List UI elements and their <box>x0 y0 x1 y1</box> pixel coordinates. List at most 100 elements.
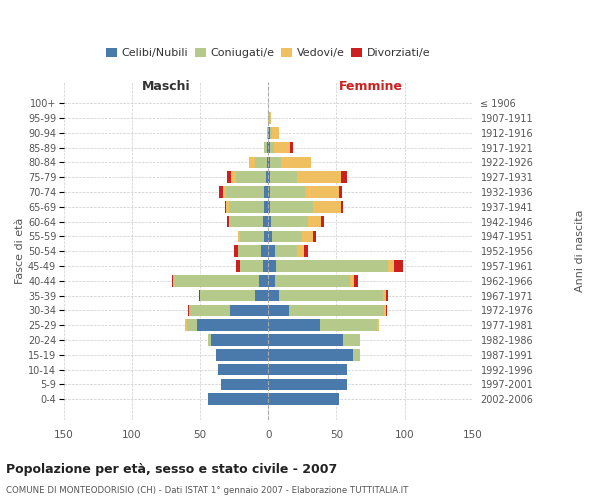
Bar <box>297 246 304 257</box>
Bar <box>281 156 311 168</box>
Bar <box>239 260 263 272</box>
Bar <box>313 201 341 212</box>
Bar <box>227 172 232 183</box>
Bar <box>267 156 268 168</box>
Bar <box>263 216 268 228</box>
Bar <box>268 230 272 242</box>
Bar <box>384 304 386 316</box>
Bar <box>304 246 308 257</box>
Bar <box>223 186 226 198</box>
Bar <box>394 260 403 272</box>
Bar <box>272 230 302 242</box>
Bar <box>268 260 277 272</box>
Bar <box>308 216 322 228</box>
Bar <box>269 112 271 124</box>
Bar <box>269 186 305 198</box>
Bar <box>267 142 268 154</box>
Legend: Celibi/Nubili, Coniugati/e, Vedovi/e, Divorziati/e: Celibi/Nubili, Coniugati/e, Vedovi/e, Di… <box>101 44 435 63</box>
Bar <box>236 172 266 183</box>
Bar <box>269 127 272 138</box>
Bar <box>269 172 297 183</box>
Text: COMUNE DI MONTEODORISIO (CH) - Dati ISTAT 1° gennaio 2007 - Elaborazione TUTTITA: COMUNE DI MONTEODORISIO (CH) - Dati ISTA… <box>6 486 409 495</box>
Bar <box>268 246 275 257</box>
Bar <box>302 230 313 242</box>
Bar <box>268 112 269 124</box>
Bar <box>200 290 254 302</box>
Bar <box>199 290 200 302</box>
Bar <box>268 364 347 376</box>
Bar <box>254 156 267 168</box>
Text: Popolazione per età, sesso e stato civile - 2007: Popolazione per età, sesso e stato civil… <box>6 462 337 475</box>
Bar <box>197 320 268 331</box>
Bar <box>187 320 197 331</box>
Bar <box>354 275 358 286</box>
Bar <box>259 275 268 286</box>
Bar <box>238 246 262 257</box>
Bar <box>226 186 264 198</box>
Bar <box>229 201 264 212</box>
Bar <box>263 260 268 272</box>
Bar <box>211 334 268 345</box>
Bar <box>268 290 279 302</box>
Bar <box>277 260 388 272</box>
Bar <box>290 142 293 154</box>
Bar <box>262 246 268 257</box>
Bar <box>269 142 274 154</box>
Bar <box>386 304 387 316</box>
Bar <box>275 246 297 257</box>
Bar <box>268 320 320 331</box>
Bar <box>208 394 268 405</box>
Bar <box>236 260 239 272</box>
Bar <box>268 201 269 212</box>
Bar <box>269 156 281 168</box>
Text: Maschi: Maschi <box>142 80 190 93</box>
Bar <box>234 246 238 257</box>
Bar <box>275 275 350 286</box>
Bar <box>269 201 313 212</box>
Bar <box>268 186 269 198</box>
Bar <box>221 378 268 390</box>
Text: Femmine: Femmine <box>338 80 403 93</box>
Bar <box>188 304 189 316</box>
Bar <box>217 349 268 360</box>
Bar <box>279 290 383 302</box>
Bar <box>320 320 377 331</box>
Bar <box>185 320 187 331</box>
Y-axis label: Fasce di età: Fasce di età <box>15 218 25 284</box>
Bar <box>313 230 316 242</box>
Bar <box>173 275 259 286</box>
Bar <box>322 216 324 228</box>
Bar <box>264 230 268 242</box>
Bar <box>268 216 271 228</box>
Bar <box>189 304 230 316</box>
Bar <box>305 186 339 198</box>
Bar <box>268 349 353 360</box>
Bar <box>343 334 359 345</box>
Bar <box>353 349 359 360</box>
Bar <box>268 172 269 183</box>
Bar <box>289 304 384 316</box>
Bar <box>272 127 279 138</box>
Bar <box>386 290 388 302</box>
Bar <box>172 275 173 286</box>
Bar <box>383 290 386 302</box>
Bar <box>268 334 343 345</box>
Bar <box>230 216 263 228</box>
Bar <box>350 275 354 286</box>
Bar <box>264 142 267 154</box>
Bar <box>377 320 379 331</box>
Bar <box>264 186 268 198</box>
Bar <box>230 304 268 316</box>
Bar <box>268 378 347 390</box>
Bar <box>254 290 268 302</box>
Bar <box>268 156 269 168</box>
Bar <box>266 172 268 183</box>
Bar <box>267 127 268 138</box>
Bar <box>271 216 308 228</box>
Bar <box>339 186 342 198</box>
Bar <box>224 201 226 212</box>
Bar <box>268 142 269 154</box>
Bar <box>238 230 239 242</box>
Bar <box>264 201 268 212</box>
Bar <box>249 156 254 168</box>
